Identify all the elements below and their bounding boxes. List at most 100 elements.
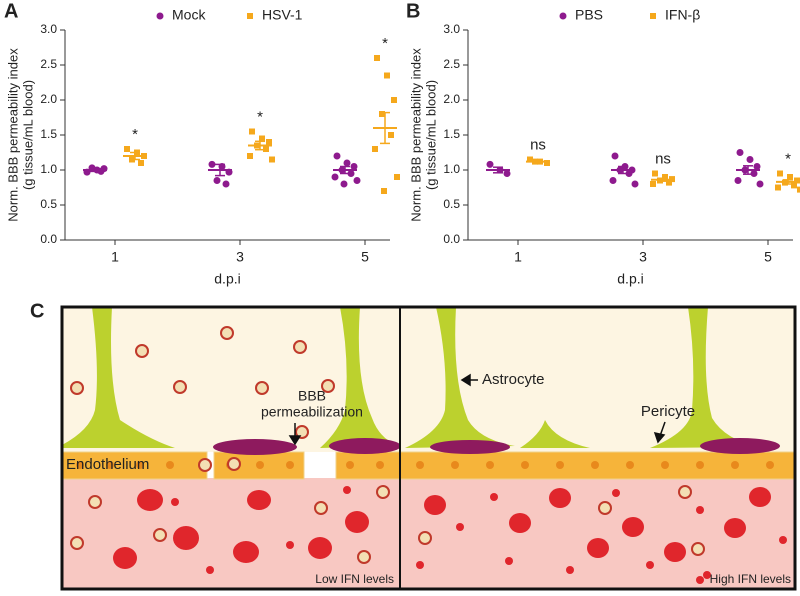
data-point xyxy=(791,182,797,189)
data-point xyxy=(347,170,355,177)
y-tick-label: 3.0 xyxy=(40,22,57,36)
significance: * xyxy=(382,35,388,52)
y-tick-label: 2.0 xyxy=(40,92,57,106)
chart: 0.0 0.5 1.0 1.5 2.0 2.5 3.0 Norm. BBB permeabil… xyxy=(408,7,800,287)
data-point xyxy=(794,177,800,184)
panel-label: B xyxy=(406,0,420,22)
panel-label: A xyxy=(4,0,18,22)
data-point xyxy=(503,170,511,177)
chart: 0.0 0.5 1.0 1.5 2.0 2.5 3.0 Norm. BBB permeabil… xyxy=(5,7,400,287)
data-point xyxy=(249,128,255,135)
legend-label: Mock xyxy=(172,7,206,23)
pericyte-label: Pericyte xyxy=(641,403,695,420)
data-point xyxy=(374,55,380,61)
nuclei xyxy=(76,461,774,469)
diagram: Endothelium BBB permeabilization Astrocy… xyxy=(60,305,797,591)
legend-marker xyxy=(559,12,567,20)
legend-label: HSV-1 xyxy=(262,7,303,23)
data-point xyxy=(222,180,230,188)
y-tick-label: 2.5 xyxy=(40,57,57,71)
data-point xyxy=(746,156,754,163)
data-point xyxy=(650,181,656,187)
pericytes xyxy=(213,438,780,455)
data-point xyxy=(372,146,378,152)
legend-label: IFN-β xyxy=(665,7,700,23)
astrocytes xyxy=(62,307,760,448)
y-axis-label: Norm. BBB permeability index xyxy=(408,48,423,222)
arrows xyxy=(288,373,666,446)
y-tick-label: 1.0 xyxy=(40,162,57,176)
data-point xyxy=(527,156,533,163)
data-point xyxy=(331,173,339,181)
data-point xyxy=(787,174,793,180)
significance: * xyxy=(132,126,138,143)
y-axis-label: (g tissue/mL blood) xyxy=(20,80,35,190)
data-point xyxy=(736,149,744,156)
data-point xyxy=(777,170,783,177)
data-point xyxy=(353,177,361,184)
y-axis-label: Norm. BBB permeability index xyxy=(5,48,20,222)
data-point xyxy=(259,135,265,142)
data-point xyxy=(138,160,144,166)
bbb-label: permeabilization xyxy=(261,404,363,420)
data-point xyxy=(388,132,394,138)
data-point xyxy=(611,152,619,160)
caption: High IFN levels xyxy=(710,572,791,586)
data-point xyxy=(625,170,633,177)
x-axis-label: d.p.i xyxy=(214,271,240,287)
data-point xyxy=(544,160,550,166)
data-point xyxy=(609,177,617,184)
data-point xyxy=(247,153,253,159)
data-point xyxy=(662,174,668,180)
endothelium-label: Endothelium xyxy=(66,456,149,473)
bbb-label: BBB xyxy=(298,388,326,404)
astrocyte-label: Astrocyte xyxy=(482,371,545,388)
diagram-frame xyxy=(60,305,797,591)
significance: * xyxy=(257,108,263,125)
data-point xyxy=(350,163,358,170)
data-point xyxy=(381,188,387,194)
y-tick-label: 1.0 xyxy=(443,162,460,176)
x-tick-label: 3 xyxy=(639,249,647,265)
x-tick-label: 5 xyxy=(361,249,369,265)
x-axis-label: d.p.i xyxy=(617,271,643,287)
data-point xyxy=(263,146,269,152)
red-cells xyxy=(113,486,787,579)
data-point xyxy=(391,97,397,103)
data-point xyxy=(750,170,758,177)
y-tick-label: 0.5 xyxy=(443,197,460,211)
y-tick-label: 1.5 xyxy=(40,127,57,141)
data-point xyxy=(333,152,341,160)
data-point xyxy=(775,184,781,191)
significance: ns xyxy=(655,150,671,167)
data-point xyxy=(384,72,390,79)
significance: * xyxy=(785,150,791,167)
data-point xyxy=(269,156,275,163)
x-tick-label: 1 xyxy=(111,249,119,265)
x-tick-label: 1 xyxy=(514,249,522,265)
y-tick-label: 0.0 xyxy=(40,232,57,246)
data-point xyxy=(756,180,764,188)
y-tick-label: 2.5 xyxy=(443,57,460,71)
legend-marker xyxy=(650,13,656,19)
data-point xyxy=(652,170,658,177)
y-tick-label: 0.0 xyxy=(443,232,460,246)
legend-dot xyxy=(696,576,704,584)
data-point xyxy=(213,177,221,184)
viruses xyxy=(70,326,705,564)
caption: Low IFN levels xyxy=(315,572,394,586)
data-point xyxy=(734,177,742,184)
y-axis-label: (g tissue/mL blood) xyxy=(423,80,438,190)
brain-side xyxy=(62,307,795,452)
y-tick-label: 1.5 xyxy=(443,127,460,141)
legend-marker xyxy=(247,13,253,19)
y-tick-label: 3.0 xyxy=(443,22,460,36)
x-tick-label: 5 xyxy=(764,249,772,265)
data-point xyxy=(124,146,130,152)
data-point xyxy=(379,111,385,117)
y-tick-label: 0.5 xyxy=(40,197,57,211)
panel-label: C xyxy=(30,300,44,322)
data-point xyxy=(340,180,348,188)
data-point xyxy=(394,174,400,180)
